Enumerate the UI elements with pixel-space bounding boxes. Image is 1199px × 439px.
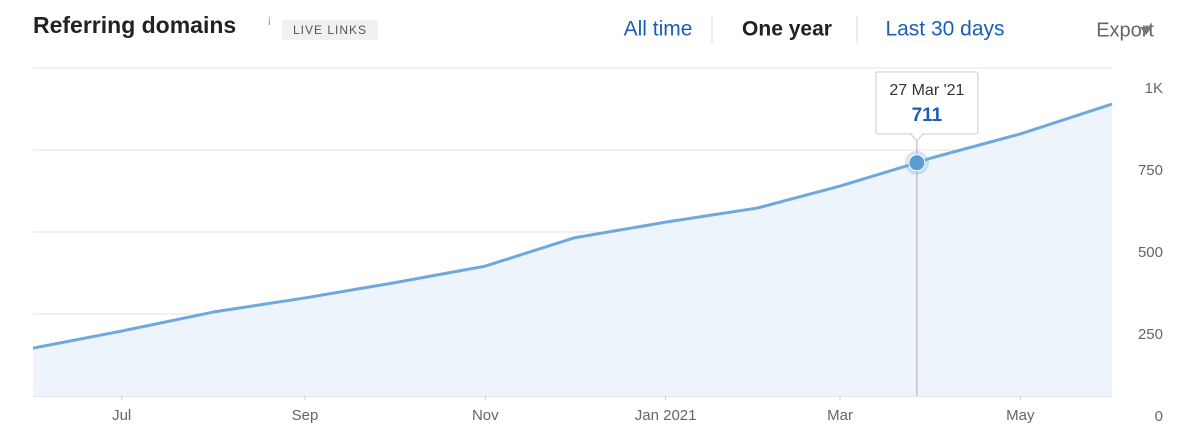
x-tick-label: May xyxy=(1006,407,1035,424)
y-tick-label: 0 xyxy=(1155,408,1163,425)
x-tick-label: Sep xyxy=(292,407,319,424)
tab[interactable]: One year xyxy=(742,18,832,41)
x-tick-label: Jan 2021 xyxy=(635,407,697,424)
tooltip-box xyxy=(875,71,979,135)
tab[interactable]: Last 30 days xyxy=(885,18,1004,41)
area xyxy=(33,104,1112,396)
export-button[interactable]: Export xyxy=(1096,19,1154,41)
info-icon[interactable]: i xyxy=(268,14,271,28)
export-arrow[interactable] xyxy=(1140,27,1152,35)
x-tick-label: Mar xyxy=(827,407,853,424)
x-tick-label: Jul xyxy=(112,407,131,424)
line xyxy=(32,102,1113,350)
tooltip-date: 27 Mar '21 xyxy=(889,82,964,99)
tooltip-arrow xyxy=(909,132,925,142)
y-tick-label: 1K xyxy=(1145,80,1163,97)
hover-point xyxy=(908,154,926,172)
y-tick-label: 500 xyxy=(1138,244,1163,261)
badge: LIVE LINKS xyxy=(293,23,367,37)
y-tick-label: 750 xyxy=(1138,162,1163,179)
y-tick-label: 250 xyxy=(1138,326,1163,343)
x-tick-label: Nov xyxy=(472,407,499,424)
chart-title: Referring domains xyxy=(33,12,236,38)
tooltip-value: 711 xyxy=(912,105,943,126)
badge-bg xyxy=(282,20,378,40)
tab[interactable]: All time xyxy=(624,18,693,41)
